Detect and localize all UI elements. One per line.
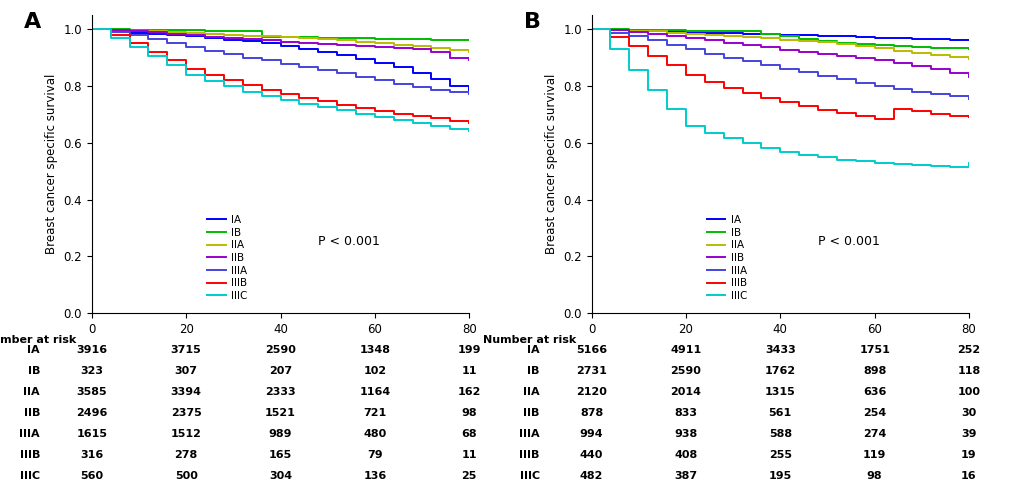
Text: 3916: 3916 [76,345,107,355]
Legend: IA, IB, IIA, IIB, IIIA, IIIB, IIIC: IA, IB, IIA, IIB, IIIA, IIIB, IIIC [702,211,750,305]
Text: 2014: 2014 [669,387,701,397]
Text: B: B [523,12,540,32]
Text: A: A [23,12,41,32]
Text: 100: 100 [957,387,979,397]
Text: 278: 278 [174,450,198,460]
Text: 1751: 1751 [858,345,890,355]
Text: 136: 136 [363,472,386,482]
Text: 274: 274 [862,429,886,439]
Text: Number at risk: Number at risk [483,335,576,345]
Y-axis label: Breast cancer specific survival: Breast cancer specific survival [45,74,58,254]
Text: 304: 304 [269,472,291,482]
Legend: IA, IB, IIA, IIB, IIIA, IIIB, IIIC: IA, IB, IIA, IIB, IIIA, IIIB, IIIC [203,211,251,305]
Y-axis label: Breast cancer specific survival: Breast cancer specific survival [544,74,557,254]
Text: 5166: 5166 [576,345,606,355]
Text: 68: 68 [461,429,477,439]
Text: IIIB: IIIB [519,450,539,460]
Text: 16: 16 [960,472,976,482]
Text: 938: 938 [674,429,697,439]
Text: 2590: 2590 [669,366,701,376]
Text: 323: 323 [81,366,103,376]
Text: 4911: 4911 [669,345,701,355]
Text: 2731: 2731 [576,366,606,376]
Text: 307: 307 [174,366,198,376]
Text: 98: 98 [461,408,477,418]
Text: 3394: 3394 [170,387,202,397]
Text: 252: 252 [957,345,979,355]
Text: IIIA: IIIA [519,429,539,439]
Text: 207: 207 [269,366,291,376]
Text: 255: 255 [768,450,791,460]
Text: IIIB: IIIB [19,450,40,460]
Text: 2590: 2590 [265,345,296,355]
Text: 2496: 2496 [76,408,107,418]
Text: 994: 994 [579,429,603,439]
Text: 480: 480 [363,429,386,439]
Text: 989: 989 [268,429,292,439]
Text: 408: 408 [674,450,697,460]
Text: IIIC: IIIC [519,472,539,482]
Text: 3433: 3433 [764,345,795,355]
Text: 102: 102 [363,366,386,376]
Text: 165: 165 [269,450,291,460]
Text: 2375: 2375 [170,408,202,418]
Text: 199: 199 [457,345,481,355]
Text: IIIA: IIIA [19,429,40,439]
Text: 98: 98 [866,472,881,482]
Text: IIA: IIA [523,387,539,397]
Text: 11: 11 [461,450,477,460]
Text: 1615: 1615 [76,429,107,439]
Text: 898: 898 [862,366,886,376]
Text: 3715: 3715 [170,345,202,355]
Text: 1521: 1521 [265,408,296,418]
Text: 254: 254 [862,408,886,418]
Text: IA: IA [527,345,539,355]
Text: 1512: 1512 [170,429,202,439]
Text: 79: 79 [367,450,382,460]
Text: IIIC: IIIC [19,472,40,482]
Text: 30: 30 [961,408,975,418]
Text: 25: 25 [461,472,477,482]
Text: 119: 119 [862,450,886,460]
Text: 636: 636 [862,387,886,397]
Text: 588: 588 [768,429,791,439]
Text: 2120: 2120 [576,387,606,397]
Text: 3585: 3585 [76,387,107,397]
Text: 561: 561 [768,408,791,418]
Text: 118: 118 [957,366,979,376]
Text: 2333: 2333 [265,387,296,397]
Text: 833: 833 [674,408,697,418]
Text: IIB: IIB [523,408,539,418]
Text: 19: 19 [960,450,976,460]
Text: 1348: 1348 [359,345,390,355]
Text: P < 0.001: P < 0.001 [817,235,879,248]
Text: 316: 316 [81,450,103,460]
Text: 878: 878 [580,408,602,418]
Text: 1164: 1164 [359,387,390,397]
Text: 162: 162 [458,387,480,397]
Text: IIB: IIB [23,408,40,418]
Text: Number at risk: Number at risk [0,335,76,345]
Text: 560: 560 [81,472,103,482]
Text: 11: 11 [461,366,477,376]
Text: IIA: IIA [23,387,40,397]
Text: 195: 195 [768,472,791,482]
Text: 1315: 1315 [764,387,795,397]
Text: IB: IB [527,366,539,376]
Text: 482: 482 [580,472,602,482]
Text: IA: IA [28,345,40,355]
Text: 440: 440 [580,450,602,460]
Text: 387: 387 [674,472,697,482]
Text: 721: 721 [363,408,386,418]
Text: P < 0.001: P < 0.001 [318,235,380,248]
Text: 500: 500 [174,472,198,482]
Text: 39: 39 [960,429,976,439]
Text: IB: IB [28,366,40,376]
Text: 1762: 1762 [764,366,795,376]
